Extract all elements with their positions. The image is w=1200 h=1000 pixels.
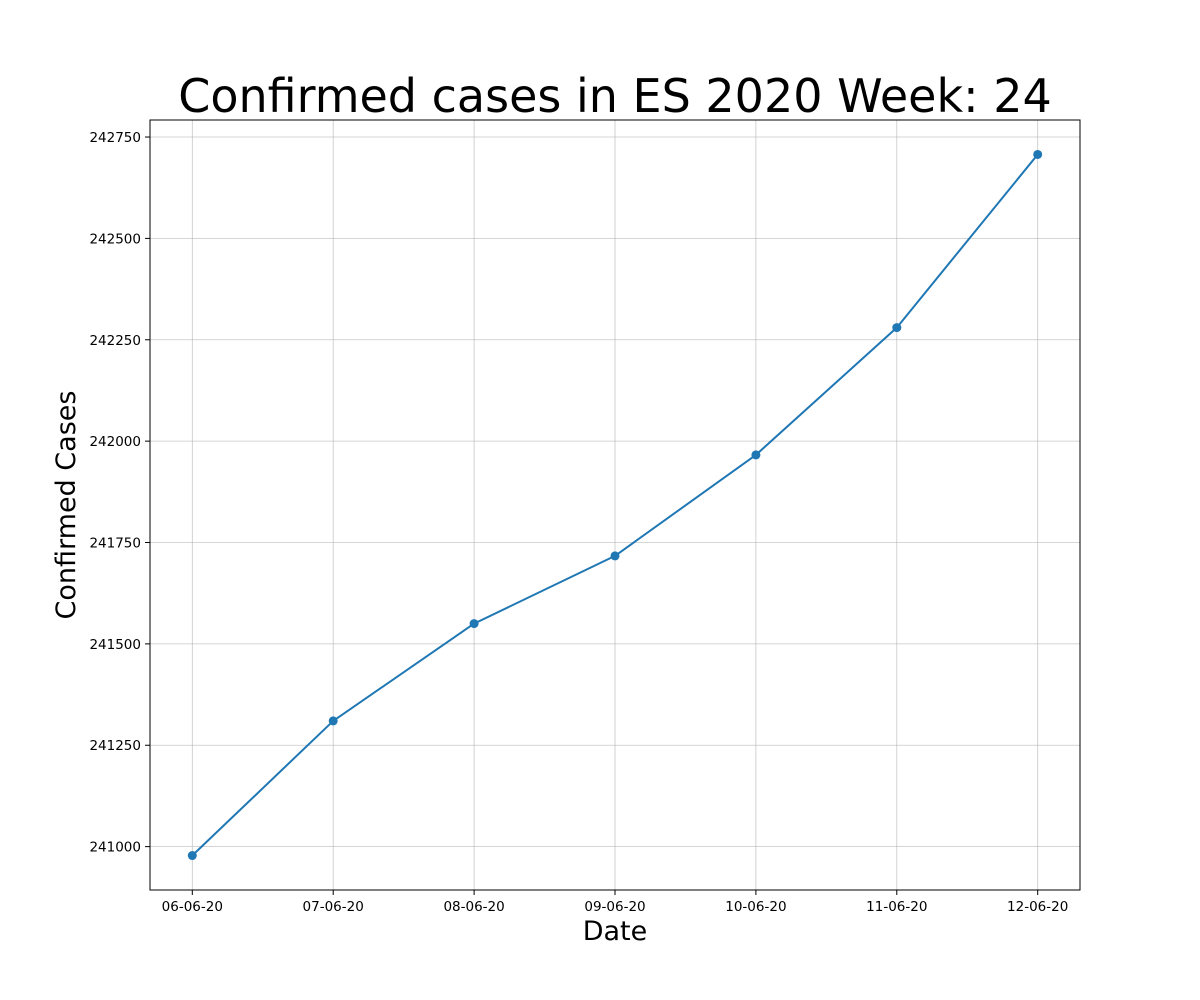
y-tick-label: 241750 (89, 536, 141, 552)
x-axis-ticks: 06-06-20 07-06-20 08-06-20 09-06-20 10-06-20… (162, 890, 1068, 915)
x-tick-label: 06-06-20 (162, 899, 223, 915)
data-point (469, 619, 479, 629)
x-tick-label: 07-06-20 (303, 899, 364, 915)
y-tick-label: 242000 (89, 434, 141, 450)
data-point (892, 323, 902, 333)
x-tick-label: 09-06-20 (584, 899, 645, 915)
x-tick-label: 11-06-20 (866, 899, 927, 915)
y-tick-label: 241500 (89, 637, 141, 653)
series-layer (187, 149, 1043, 861)
x-tick-label: 12-06-20 (1007, 899, 1068, 915)
x-tick-label: 08-06-20 (443, 899, 504, 915)
y-tick-label: 242750 (89, 130, 141, 146)
y-tick-label: 241000 (89, 840, 141, 856)
data-point (610, 551, 620, 561)
grid (150, 120, 1080, 890)
chart-title: Confirmed cases in ES 2020 Week: 24 (178, 69, 1052, 123)
y-tick-label: 242250 (89, 333, 141, 349)
y-axis-ticks: 241000 241250 241500 241750 242000 242250 2425… (89, 130, 150, 856)
y-axis-label: Confirmed Cases (51, 391, 82, 620)
y-tick-label: 242500 (89, 231, 141, 247)
data-point (328, 716, 338, 726)
x-axis-label: Date (583, 916, 648, 947)
data-point (187, 851, 197, 861)
data-point (751, 450, 761, 460)
data-point (1033, 149, 1043, 159)
y-tick-label: 241250 (89, 738, 141, 754)
x-tick-label: 10-06-20 (725, 899, 786, 915)
